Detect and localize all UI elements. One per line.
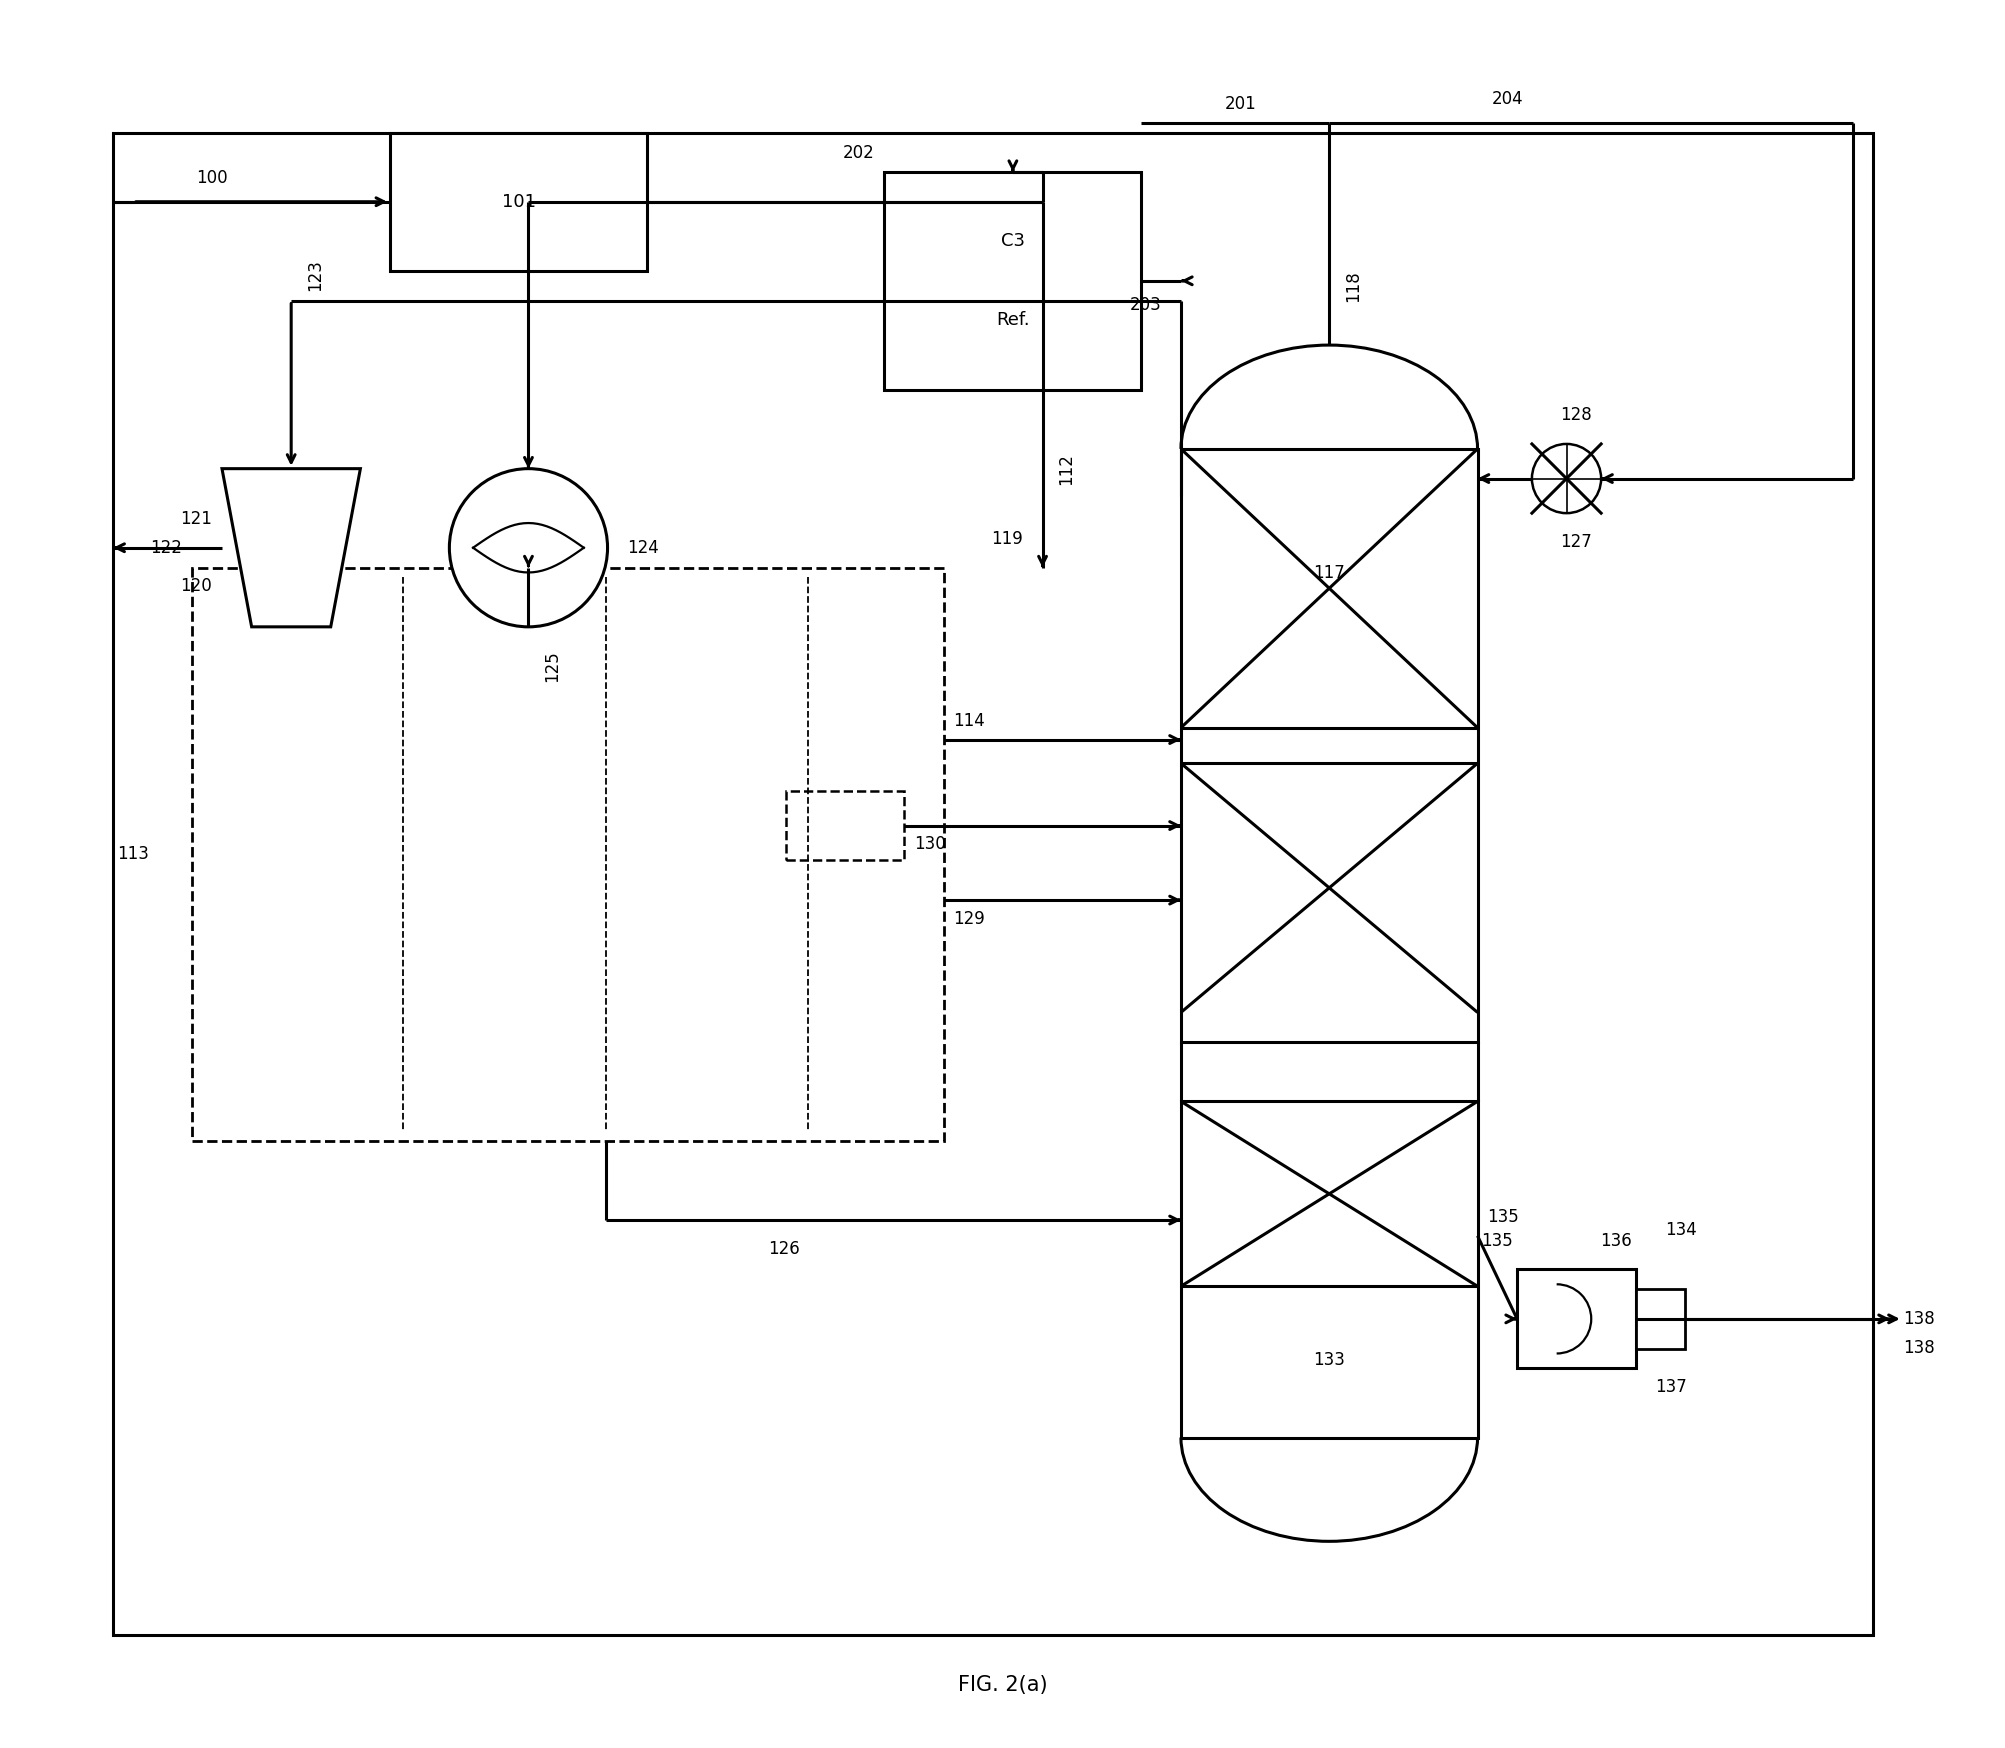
Polygon shape [223,468,361,628]
Text: 125: 125 [543,650,561,682]
Text: 204: 204 [1490,89,1522,108]
Text: 128: 128 [1560,406,1592,425]
Text: 100: 100 [196,170,229,187]
Text: 126: 126 [768,1239,800,1259]
Circle shape [1532,444,1600,514]
Text: 203: 203 [1129,295,1161,313]
Text: 129: 129 [952,911,984,928]
Bar [192,568,942,1141]
Text: 114: 114 [952,711,984,729]
Text: 133: 133 [1313,1351,1345,1369]
Bar [1516,1269,1634,1369]
Text: 118: 118 [1343,269,1361,302]
Text: FIG. 2(a): FIG. 2(a) [958,1675,1047,1694]
Text: 123: 123 [307,259,325,290]
Text: 136: 136 [1600,1232,1630,1250]
Text: Ref.: Ref. [996,311,1029,329]
Text: 202: 202 [842,143,874,163]
Circle shape [449,468,608,628]
Text: 124: 124 [628,538,660,558]
Text: 135: 135 [1486,1208,1518,1225]
Bar [1634,1290,1684,1348]
Bar [112,133,1873,1634]
Text: 134: 134 [1664,1220,1696,1239]
Text: 122: 122 [150,538,182,558]
Text: 112: 112 [1057,453,1075,484]
Text: 137: 137 [1654,1377,1686,1397]
Text: 201: 201 [1223,94,1255,114]
Bar [884,171,1141,390]
Text: 135: 135 [1482,1232,1512,1250]
Text: 120: 120 [180,577,213,596]
Text: 130: 130 [914,836,944,853]
Text: 127: 127 [1560,533,1592,551]
Text: 117: 117 [1313,565,1345,582]
Text: 121: 121 [180,510,213,528]
Text: 138: 138 [1901,1309,1933,1328]
Bar [1181,449,1478,1042]
Text: 119: 119 [990,530,1023,547]
Text: 101: 101 [501,192,535,212]
Bar [1181,1101,1478,1437]
Text: 138: 138 [1901,1339,1933,1356]
Bar [786,790,904,860]
Text: C3: C3 [1000,232,1025,250]
Bar [389,133,648,271]
Text: 113: 113 [116,846,148,864]
